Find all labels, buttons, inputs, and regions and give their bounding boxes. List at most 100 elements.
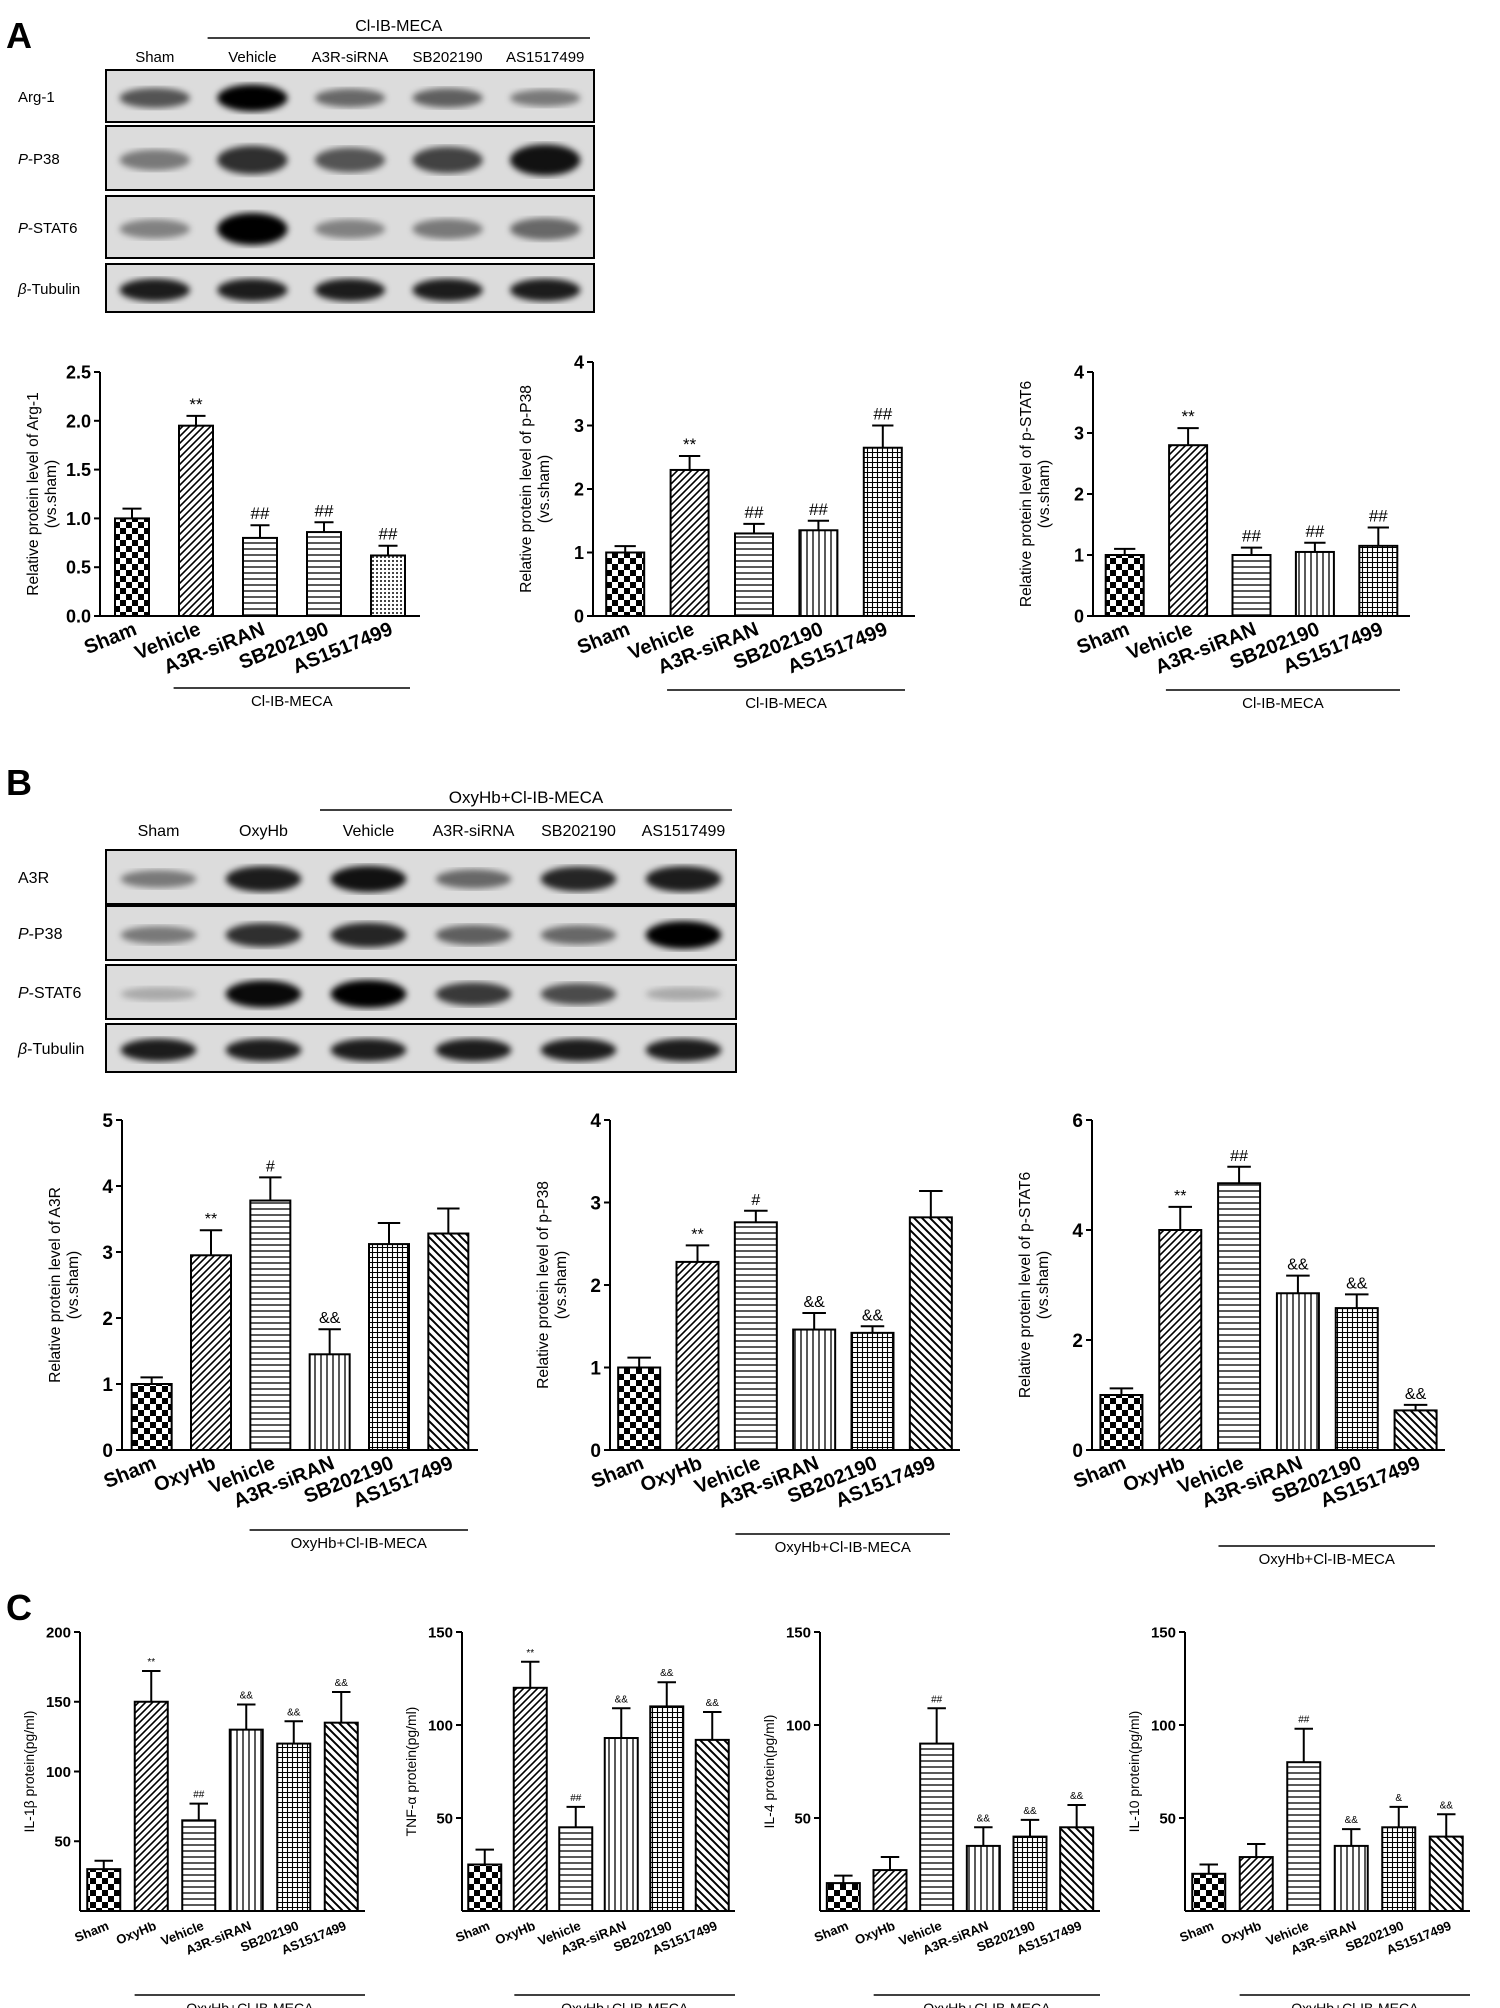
blot-lane-label-vehicle: Vehicle <box>343 823 395 840</box>
blot-band <box>225 922 302 948</box>
y-axis-label: IL-4 protein(pg/ml) <box>761 1715 777 1829</box>
y-axis-label: Relative protein level of Arg-1 <box>25 392 42 596</box>
blot-band <box>540 983 617 1005</box>
bar-sb202190 <box>276 1742 312 1912</box>
panel-letter-b: B <box>6 762 32 803</box>
bar-sb202190 <box>1381 1826 1417 1913</box>
blot-row-label-prefix: β <box>17 1041 27 1058</box>
blot-band <box>314 219 386 239</box>
significance-mark: && <box>1405 1386 1427 1403</box>
blot-row-label-text: -STAT6 <box>28 220 77 237</box>
significance-mark: && <box>977 1813 991 1824</box>
blot-row-label-arg-1: Arg-1 <box>18 89 55 106</box>
blot-band <box>412 218 483 240</box>
blot-membrane <box>105 1023 737 1073</box>
y-axis-label: Relative protein level of A3R <box>47 1187 64 1383</box>
bar-sham <box>825 1882 861 1912</box>
bar-oxyhb <box>1158 1229 1203 1451</box>
bar-oxyhb <box>675 1260 720 1452</box>
blot-band <box>540 925 617 945</box>
blot-membrane <box>105 905 737 961</box>
western-blot-a: Sham Vehicle A3R-siRNA SB202190 AS1517499 Cl-… <box>17 18 595 313</box>
blot-band <box>645 866 722 892</box>
y-tick-label: 0.5 <box>66 558 91 578</box>
significance-mark: ## <box>1298 1715 1310 1726</box>
y-tick-label: 150 <box>428 1624 453 1641</box>
bar-a3r-siran <box>1275 1292 1320 1451</box>
blot-row-label-text: -STAT6 <box>29 985 82 1002</box>
y-tick-label: 0 <box>1072 1441 1083 1462</box>
x-tick-label-oxyhb: OxyHb <box>1120 1452 1188 1497</box>
group-label: OxyHb+Cl-IB-MECA <box>775 1539 911 1556</box>
x-tick-label-oxyhb: OxyHb <box>1219 1918 1264 1948</box>
y-tick-label: 5 <box>102 1111 113 1132</box>
blot-band <box>330 865 407 893</box>
blot-band <box>314 88 386 108</box>
bar-sb202190 <box>649 1705 685 1913</box>
y-tick-label: 150 <box>46 1694 71 1711</box>
significance-mark: && <box>862 1307 884 1324</box>
group-label: OxyHb+Cl-IB-MECA <box>291 1535 427 1552</box>
y-tick-label: 2 <box>574 479 584 499</box>
group-label: OxyHb+Cl-IB-MECA <box>1291 2000 1419 2008</box>
blot-row-label-text: Arg-1 <box>18 89 55 106</box>
blot-row-label-p38: P-P38 <box>18 926 63 943</box>
bar-sb202190 <box>850 1331 895 1451</box>
bar-sham <box>86 1868 122 1913</box>
blot-row-label-a3r: A3R <box>18 870 49 887</box>
blot-band <box>314 147 386 173</box>
y-tick-label: 4 <box>1074 362 1084 382</box>
group-label: OxyHb+Cl-IB-MECA <box>186 2000 314 2008</box>
y-tick-label: 6 <box>1072 1111 1083 1132</box>
blot-band <box>412 88 483 108</box>
y-axis-label-sub: (vs.sham) <box>1036 460 1053 528</box>
blot-band <box>225 980 302 1008</box>
panel-letter-c: C <box>6 1587 32 1628</box>
chart-c2: 50 100 150 TNF-α protein(pg/ml) Sham ** OxyHb #… <box>403 1624 735 2008</box>
blot-band <box>510 144 581 176</box>
blot-band <box>225 1038 302 1062</box>
blot-band <box>510 217 581 241</box>
significance-mark: ## <box>570 1793 582 1804</box>
y-tick-label: 0 <box>102 1441 113 1462</box>
significance-mark: ## <box>1305 522 1324 541</box>
x-tick-label-sham: Sham <box>1177 1918 1215 1945</box>
significance-mark: && <box>803 1294 825 1311</box>
significance-mark: && <box>1070 1791 1084 1802</box>
significance-mark: ## <box>193 1790 205 1801</box>
blot-row-label-stat6: P-STAT6 <box>18 220 77 237</box>
bar-a3r-siran <box>242 536 278 617</box>
y-tick-label: 150 <box>1151 1624 1176 1641</box>
bar-vehicle <box>181 1819 217 1912</box>
bar-oxyhb <box>133 1700 169 1912</box>
significance-mark: ** <box>147 1657 155 1668</box>
bar-sham <box>114 517 150 618</box>
significance-mark: && <box>287 1707 301 1718</box>
group-label: OxyHb+Cl-IB-MECA <box>1259 1551 1395 1568</box>
bar-a3r-siran <box>1333 1844 1369 1913</box>
group-label: OxyHb+Cl-IB-MECA <box>561 2000 689 2008</box>
y-tick-label: 50 <box>436 1810 453 1827</box>
blot-lane-label-sham: Sham <box>138 823 180 840</box>
y-tick-label: 0 <box>574 606 584 626</box>
blot-lane-label-sham: Sham <box>135 49 174 66</box>
significance-mark: && <box>660 1668 674 1679</box>
bar-as1517499 <box>908 1216 953 1451</box>
bar-a3r-siran <box>792 1328 837 1452</box>
chart-b3: 0 2 4 6 Relative protein level of p-STAT6 (vs… <box>1017 1111 1445 1568</box>
y-tick-label: 100 <box>46 1764 71 1781</box>
significance-mark: ** <box>683 435 697 454</box>
blot-row-label-text: -P38 <box>29 926 63 943</box>
significance-mark: ## <box>379 525 398 544</box>
y-tick-label: 100 <box>1151 1717 1176 1734</box>
y-tick-label: 2 <box>590 1276 601 1297</box>
blot-row-label-stat6: P-STAT6 <box>18 985 82 1002</box>
bar-sham <box>617 1366 662 1451</box>
y-tick-label: 4 <box>590 1111 601 1132</box>
significance-mark: && <box>1345 1815 1359 1826</box>
blot-band <box>119 278 190 302</box>
significance-mark: && <box>1346 1275 1368 1292</box>
chart-a3: 0 1 2 3 4 Relative protein level of p-STAT6 (v… <box>1018 362 1410 712</box>
